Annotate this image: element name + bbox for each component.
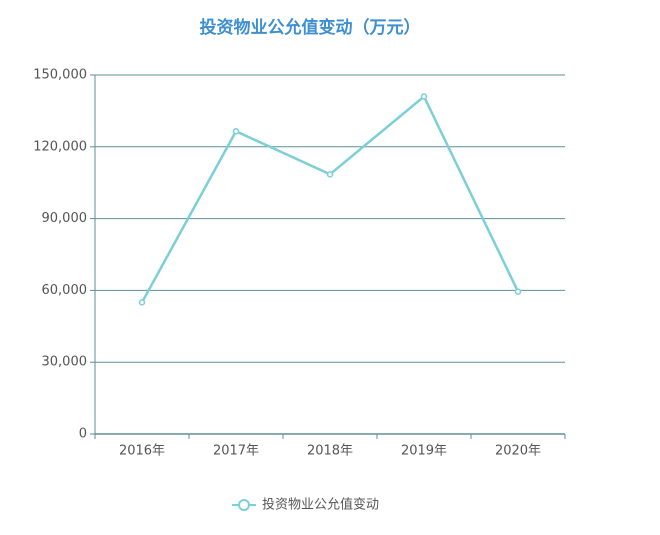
point [420, 93, 428, 100]
x-tick-label: 2019年 [401, 444, 447, 459]
y-tick-label: 90,000 [42, 211, 88, 226]
y-tick-label: 30,000 [42, 355, 88, 370]
point [514, 288, 522, 295]
y-tick-label: 60,000 [42, 283, 88, 298]
line [140, 94, 520, 303]
point [138, 299, 146, 306]
legend-marker [238, 499, 250, 511]
point [326, 171, 334, 178]
y-tick-label: 120,000 [33, 139, 87, 154]
y-tick-label: 0 [79, 427, 87, 442]
x-tick-label: 2017年 [213, 444, 259, 459]
y-tick-label: 150,000 [33, 68, 87, 83]
point [232, 127, 240, 135]
x-tick-label: 2016年 [119, 444, 165, 459]
x-tick-label: 2020年 [495, 444, 541, 459]
chart-title: 投资物业公允值变动（万元） [200, 17, 421, 38]
x-tick-label: 2018年 [307, 444, 353, 459]
legend-label: 投资物业公允值变动 [262, 497, 379, 513]
